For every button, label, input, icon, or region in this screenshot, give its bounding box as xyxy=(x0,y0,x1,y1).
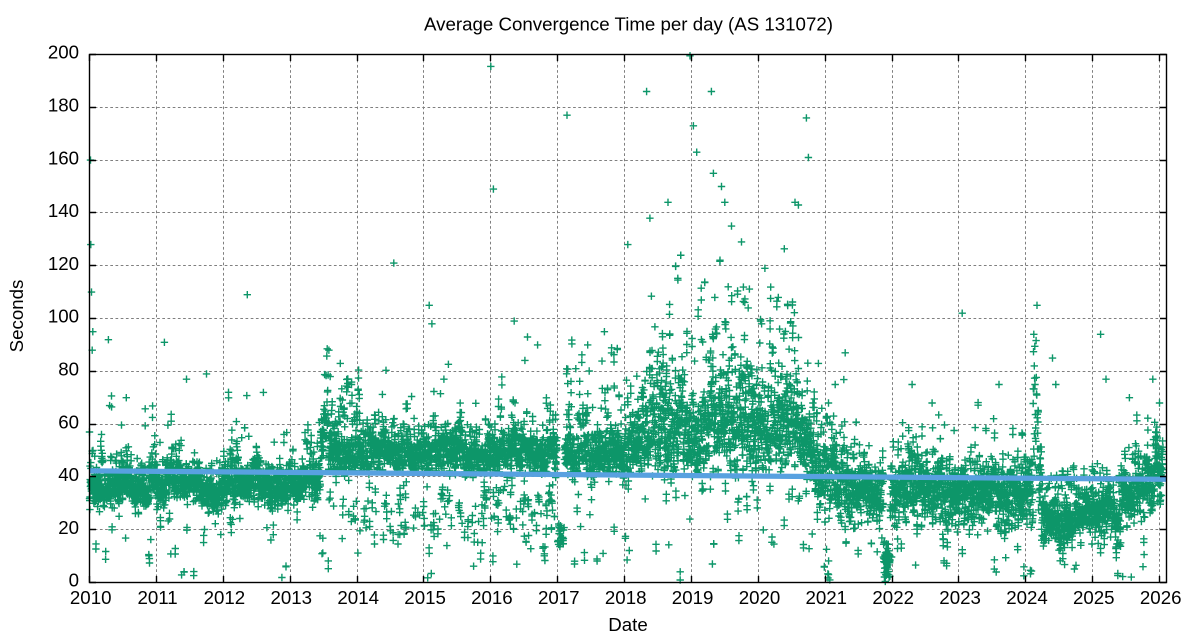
svg-text:200: 200 xyxy=(48,42,79,63)
svg-text:20: 20 xyxy=(58,517,79,538)
svg-text:2020: 2020 xyxy=(739,587,781,608)
svg-text:2022: 2022 xyxy=(872,587,914,608)
svg-text:60: 60 xyxy=(58,411,79,432)
svg-text:2021: 2021 xyxy=(806,587,848,608)
svg-text:Date: Date xyxy=(608,614,647,635)
svg-text:2014: 2014 xyxy=(337,587,379,608)
svg-text:2016: 2016 xyxy=(471,587,513,608)
svg-text:2010: 2010 xyxy=(70,587,112,608)
svg-text:2015: 2015 xyxy=(404,587,446,608)
svg-text:160: 160 xyxy=(48,147,79,168)
svg-text:2012: 2012 xyxy=(204,587,246,608)
svg-text:0: 0 xyxy=(69,570,79,591)
svg-text:180: 180 xyxy=(48,95,79,116)
svg-text:2011: 2011 xyxy=(138,587,178,608)
svg-text:80: 80 xyxy=(58,359,79,380)
svg-text:2013: 2013 xyxy=(271,587,313,608)
svg-text:Seconds: Seconds xyxy=(6,280,27,353)
svg-text:2025: 2025 xyxy=(1073,587,1115,608)
svg-text:2017: 2017 xyxy=(538,587,580,608)
svg-text:120: 120 xyxy=(48,253,79,274)
svg-text:100: 100 xyxy=(48,306,79,327)
svg-text:2023: 2023 xyxy=(939,587,981,608)
svg-text:40: 40 xyxy=(58,464,79,485)
svg-text:Average Convergence Time per d: Average Convergence Time per day (AS 131… xyxy=(424,14,833,35)
svg-text:2018: 2018 xyxy=(605,587,647,608)
svg-text:2024: 2024 xyxy=(1006,587,1048,608)
svg-text:140: 140 xyxy=(48,200,79,221)
svg-text:2026: 2026 xyxy=(1140,587,1182,608)
svg-text:2019: 2019 xyxy=(672,587,714,608)
